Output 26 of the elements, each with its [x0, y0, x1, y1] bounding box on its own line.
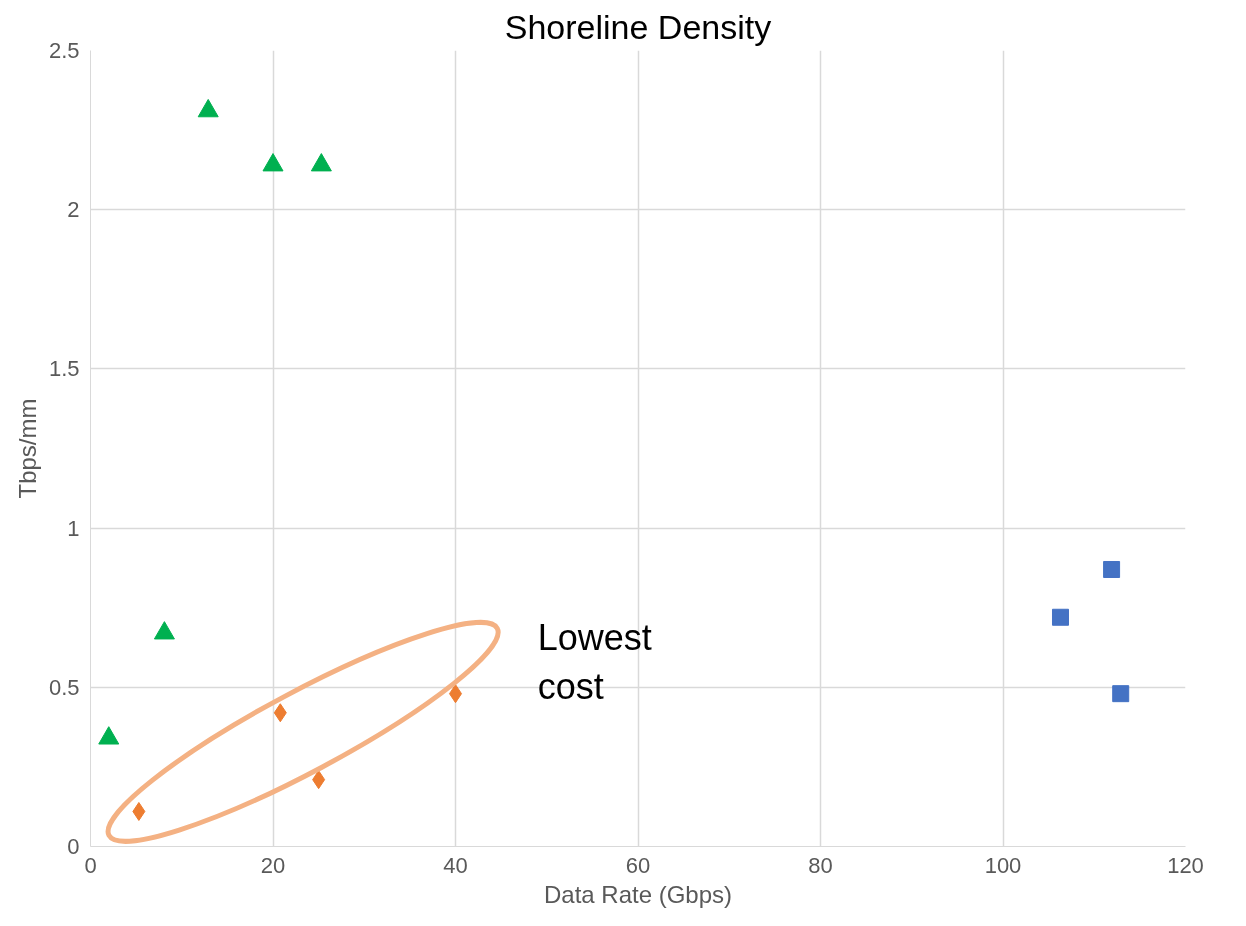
x-tick-label: 120	[1167, 852, 1204, 878]
annotation: Lowest cost	[537, 617, 652, 708]
point	[1112, 685, 1130, 703]
chart-title: Shoreline Density	[504, 7, 772, 46]
point	[312, 770, 326, 790]
x-tick-label: 80	[808, 852, 833, 878]
x-tick-label: 100	[984, 852, 1022, 878]
x-tick-label: 40	[443, 852, 468, 878]
point	[197, 98, 219, 118]
y-tick-label: 2	[67, 197, 80, 223]
x-axis-title: Data Rate (Gbps)	[543, 880, 733, 908]
point	[132, 801, 146, 821]
y-tick-label: 2.5	[48, 38, 80, 63]
point	[310, 153, 332, 172]
y-tick-label: 0.5	[48, 674, 80, 700]
point	[1051, 608, 1069, 626]
y-tick-label: 0	[67, 834, 80, 859]
y-tick-label: 1.5	[48, 356, 80, 382]
x-tick-label: 60	[625, 852, 651, 878]
point	[1103, 560, 1121, 578]
y-axis-title: Tbps/mm	[13, 398, 41, 499]
point	[273, 703, 287, 723]
x-tick-label: 0	[84, 852, 97, 878]
x-tick-label: 20	[260, 852, 286, 878]
y-tick-label: 1	[67, 515, 80, 541]
point	[262, 153, 284, 172]
